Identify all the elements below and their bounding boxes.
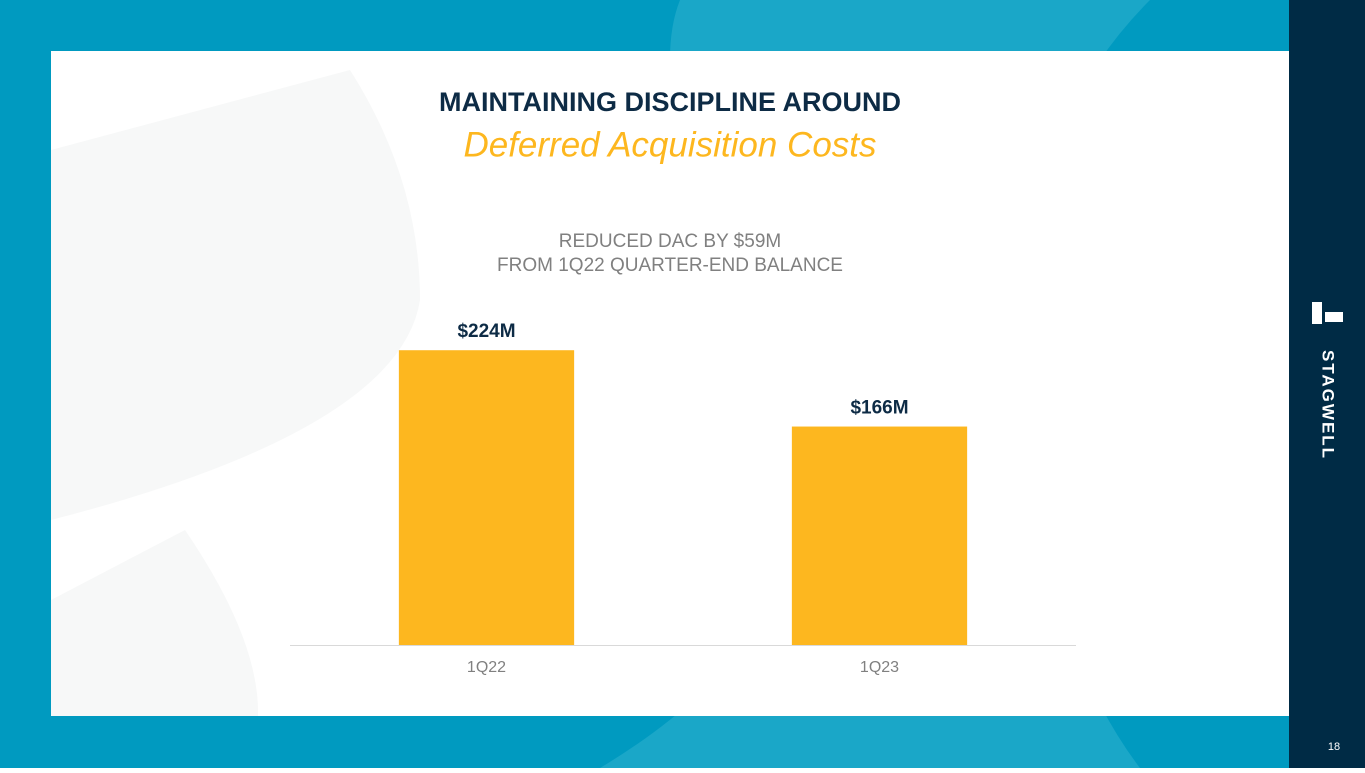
- decor: [51, 530, 259, 716]
- heading: MAINTAINING DISCIPLINE AROUND: [439, 87, 901, 117]
- chart-subtitle: REDUCED DAC BY $59M: [559, 231, 781, 252]
- logo-mark: [1312, 302, 1322, 324]
- data-label: $166M: [850, 398, 908, 419]
- sidebar: [1289, 0, 1365, 768]
- logo: STAGWELL: [1319, 350, 1338, 460]
- chart-title: Deferred Acquisition Costs: [463, 125, 876, 164]
- bar: [398, 350, 575, 645]
- logo-mark: [1325, 312, 1343, 322]
- x-tick-label: 1Q23: [860, 659, 899, 676]
- x-tick-label: 1Q22: [467, 659, 506, 676]
- chart-subtitle: FROM 1Q22 QUARTER-END BALANCE: [497, 255, 843, 276]
- data-label: $224M: [457, 321, 515, 342]
- bar: [791, 426, 968, 645]
- page-number: 18: [1328, 741, 1340, 753]
- decor: [51, 70, 420, 520]
